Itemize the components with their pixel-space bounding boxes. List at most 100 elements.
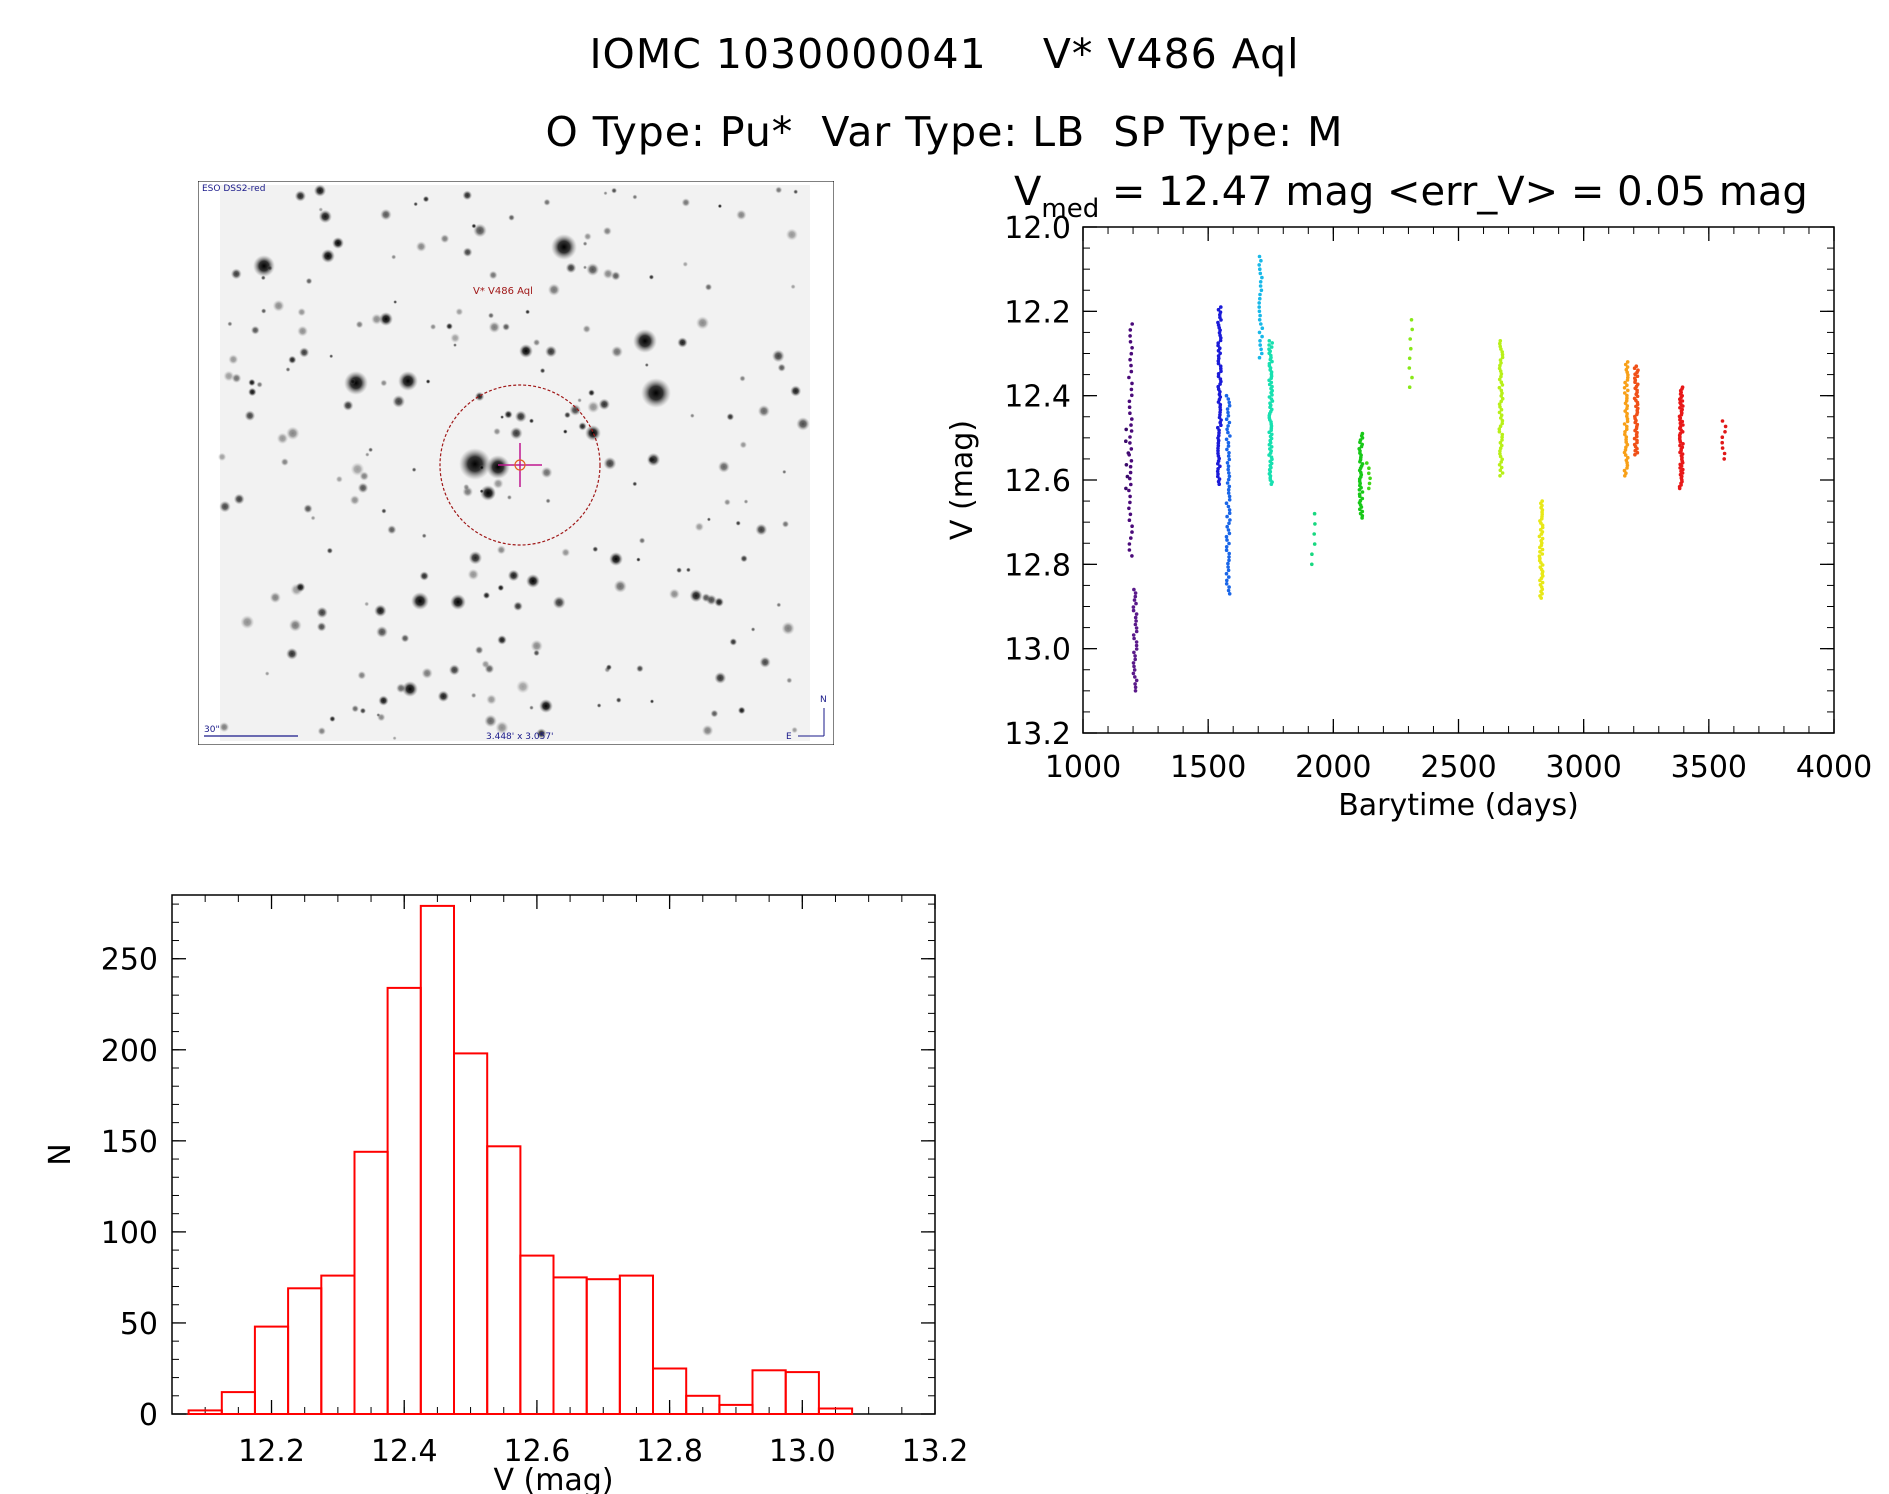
data-point <box>1216 372 1221 376</box>
data-point <box>1267 378 1271 383</box>
data-point <box>1226 440 1231 445</box>
data-point <box>1540 587 1545 592</box>
data-point <box>1133 682 1137 686</box>
data-point <box>1499 394 1503 398</box>
histogram-bar <box>552 1276 588 1416</box>
star <box>468 551 483 565</box>
data-point <box>1218 464 1222 469</box>
data-point <box>1623 380 1627 385</box>
data-point <box>1538 556 1542 561</box>
data-point <box>1500 383 1505 387</box>
star <box>462 247 473 258</box>
y-tick-label: 13.0 <box>1004 633 1071 668</box>
data-point <box>1358 457 1363 462</box>
star <box>613 579 627 593</box>
data-point <box>1133 615 1138 620</box>
data-point <box>1635 374 1640 379</box>
y-tick-label: 150 <box>101 1125 158 1160</box>
data-point <box>1312 511 1317 516</box>
histogram-plot-frame <box>171 894 936 1415</box>
data-point <box>1270 393 1274 397</box>
data-point <box>1540 508 1545 512</box>
data-point <box>1312 542 1317 546</box>
data-point <box>1626 373 1630 377</box>
data-point <box>1129 482 1133 487</box>
data-point <box>1257 330 1262 335</box>
data-point <box>1679 412 1684 417</box>
compass-east: E <box>786 732 792 742</box>
data-point <box>1634 418 1638 423</box>
data-point <box>1225 461 1230 465</box>
page-title: IOMC 1030000041 V* V486 Aql <box>589 30 1300 78</box>
lightcurve-plot-frame <box>1082 226 1835 734</box>
data-point <box>1268 405 1272 410</box>
star <box>421 667 433 679</box>
data-point <box>1680 387 1684 391</box>
data-point <box>1359 472 1364 477</box>
star <box>392 736 397 741</box>
data-point <box>1260 334 1264 339</box>
star <box>429 323 437 330</box>
data-point <box>1624 435 1629 439</box>
data-point <box>1260 275 1264 280</box>
data-point <box>1498 474 1502 478</box>
x-tick-label: 12.6 <box>504 1434 571 1469</box>
data-point <box>1625 383 1629 388</box>
data-point <box>1681 404 1685 408</box>
data-point <box>1634 398 1638 403</box>
data-point <box>1359 485 1363 490</box>
data-point <box>1722 451 1727 456</box>
data-point <box>1268 476 1272 480</box>
data-point <box>1216 361 1221 366</box>
data-point <box>1360 442 1364 447</box>
x-tick-label: 12.2 <box>238 1434 305 1469</box>
star <box>219 722 230 733</box>
data-point <box>1625 411 1629 416</box>
data-point <box>1679 390 1683 395</box>
star <box>743 499 749 504</box>
star <box>455 307 464 316</box>
data-point <box>1360 490 1365 494</box>
data-point <box>1134 643 1139 648</box>
x-tick-label: 2000 <box>1295 750 1371 785</box>
data-point <box>1634 392 1638 397</box>
star <box>587 400 600 414</box>
data-point <box>1258 296 1262 301</box>
y-tick-label: 0 <box>139 1398 158 1433</box>
data-point <box>1218 310 1223 315</box>
data-point <box>1129 459 1134 463</box>
data-point <box>1358 440 1362 445</box>
data-point <box>1625 370 1629 375</box>
data-point <box>1270 384 1274 389</box>
data-point <box>1359 505 1364 509</box>
star <box>267 265 273 271</box>
data-point <box>1226 410 1230 415</box>
star <box>344 371 368 395</box>
data-point <box>1723 424 1728 429</box>
star <box>737 706 746 715</box>
x-axis-label: V (mag) <box>493 1463 613 1494</box>
data-point <box>1499 465 1504 470</box>
data-point <box>1626 388 1630 393</box>
data-point <box>1216 443 1221 448</box>
star <box>757 404 771 418</box>
star <box>504 410 513 419</box>
data-point <box>1358 449 1362 453</box>
star <box>488 321 501 334</box>
star <box>321 249 335 263</box>
data-point <box>1635 370 1639 375</box>
data-point <box>1635 434 1639 439</box>
star <box>479 489 484 494</box>
data-point <box>1219 379 1223 384</box>
star <box>381 508 387 514</box>
data-point <box>1128 441 1132 445</box>
data-point <box>1133 689 1138 693</box>
data-point <box>1625 466 1629 470</box>
data-point <box>1634 426 1639 431</box>
data-point <box>1129 447 1134 451</box>
data-point <box>1678 426 1682 431</box>
data-point <box>1497 429 1502 434</box>
data-point <box>1128 476 1132 481</box>
star <box>516 679 530 694</box>
data-point <box>1224 393 1229 398</box>
